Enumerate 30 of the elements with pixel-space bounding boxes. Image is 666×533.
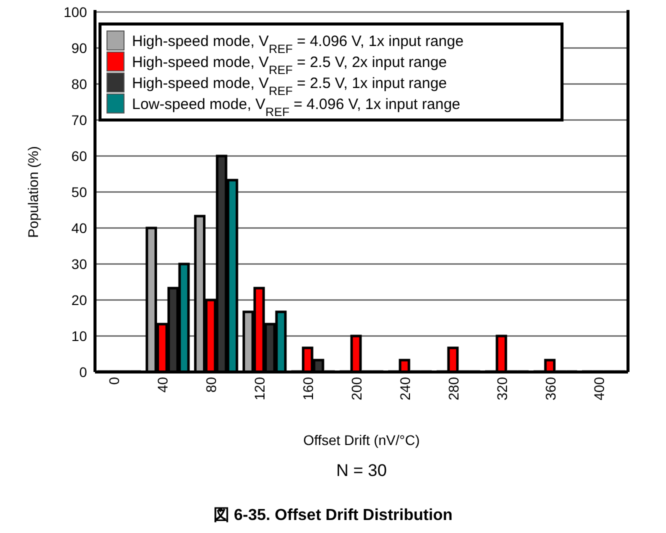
x-tick-label: 360 — [542, 376, 558, 400]
text: N = 30 — [336, 461, 387, 480]
x-tick-label: 120 — [252, 376, 268, 400]
y-tick-label: 20 — [71, 292, 88, 308]
x-tick-label: 160 — [300, 376, 316, 400]
x-tick-label: 280 — [445, 376, 462, 400]
y-tick-label: 40 — [71, 220, 88, 236]
y-tick-label: 100 — [64, 4, 88, 20]
text: 図 6-35. Offset Drift Distribution — [213, 507, 453, 524]
x-tick-label: 40 — [154, 376, 171, 393]
y-tick-label: 50 — [71, 184, 88, 200]
y-tick-label: 30 — [71, 256, 88, 272]
legend-label: High-speed mode, V$_{REF}$ = 4.096 V, 1x input range — [132, 33, 464, 56]
y-axis-title: Population (%) — [25, 146, 41, 238]
x-axis-title: Offset Drift (nV/°C) — [303, 432, 420, 448]
y-tick-label: 10 — [71, 328, 88, 344]
x-tick-label: 240 — [396, 376, 413, 400]
y-tick-label: 80 — [71, 76, 88, 92]
x-tick-label: 320 — [494, 376, 510, 400]
x-tick-label: 400 — [590, 376, 607, 400]
y-tick-label: 0 — [79, 364, 88, 380]
x-tick-label: 0 — [106, 376, 122, 385]
legend-label: Low-speed mode, V$_{REF}$ = 4.096 V, 1x input range — [132, 96, 460, 119]
y-tick-label: 60 — [71, 148, 88, 164]
y-tick-label: 70 — [71, 112, 88, 128]
legend-label: High-speed mode, V$_{REF}$ = 2.5 V, 1x input range — [132, 75, 447, 98]
x-tick-label: 200 — [348, 376, 364, 400]
x-tick-label: 80 — [203, 376, 220, 393]
legend-label: High-speed mode, V$_{REF}$ = 2.5 V, 2x input range — [132, 54, 447, 77]
y-tick-label: 90 — [71, 40, 88, 56]
